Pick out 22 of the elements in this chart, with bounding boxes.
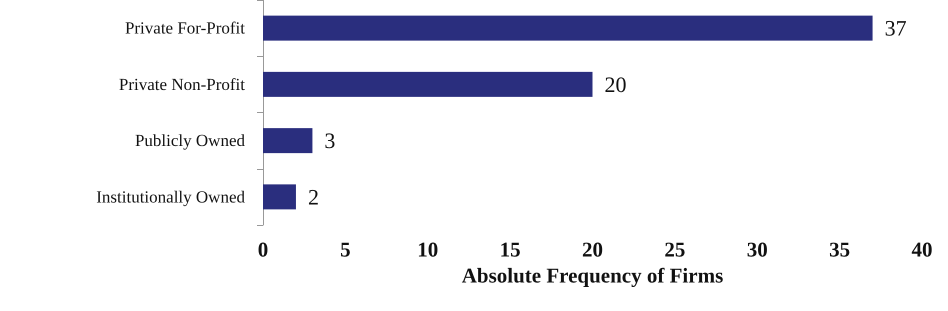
data-label: 20 (604, 72, 626, 97)
bar (263, 128, 312, 154)
y-tick-label: Private Non-Profit (118, 74, 246, 94)
data-label: 3 (324, 128, 336, 154)
x-tick-label: 35 (829, 238, 850, 262)
x-tick-label: 25 (664, 238, 686, 262)
x-tick-label: 10 (417, 238, 438, 262)
y-tick-label: Publicly Owned (134, 131, 246, 150)
data-label: 2 (308, 184, 319, 210)
x-tick-label: 5 (340, 238, 351, 262)
x-axis-title: Absolute Frequency of Firms (462, 264, 724, 288)
y-tick-label: Private For-Profit (124, 18, 246, 38)
bar (263, 184, 296, 210)
data-label: 37 (884, 16, 907, 41)
x-tick-label: 40 (912, 238, 932, 262)
x-tick-label: 0 (258, 238, 268, 262)
x-tick-label: 30 (746, 238, 768, 262)
bar (263, 72, 592, 97)
x-tick-label: 15 (500, 238, 521, 262)
y-tick-label: Institutionally Owned (96, 187, 246, 206)
bar (263, 16, 873, 41)
x-tick-label: 20 (582, 238, 603, 262)
